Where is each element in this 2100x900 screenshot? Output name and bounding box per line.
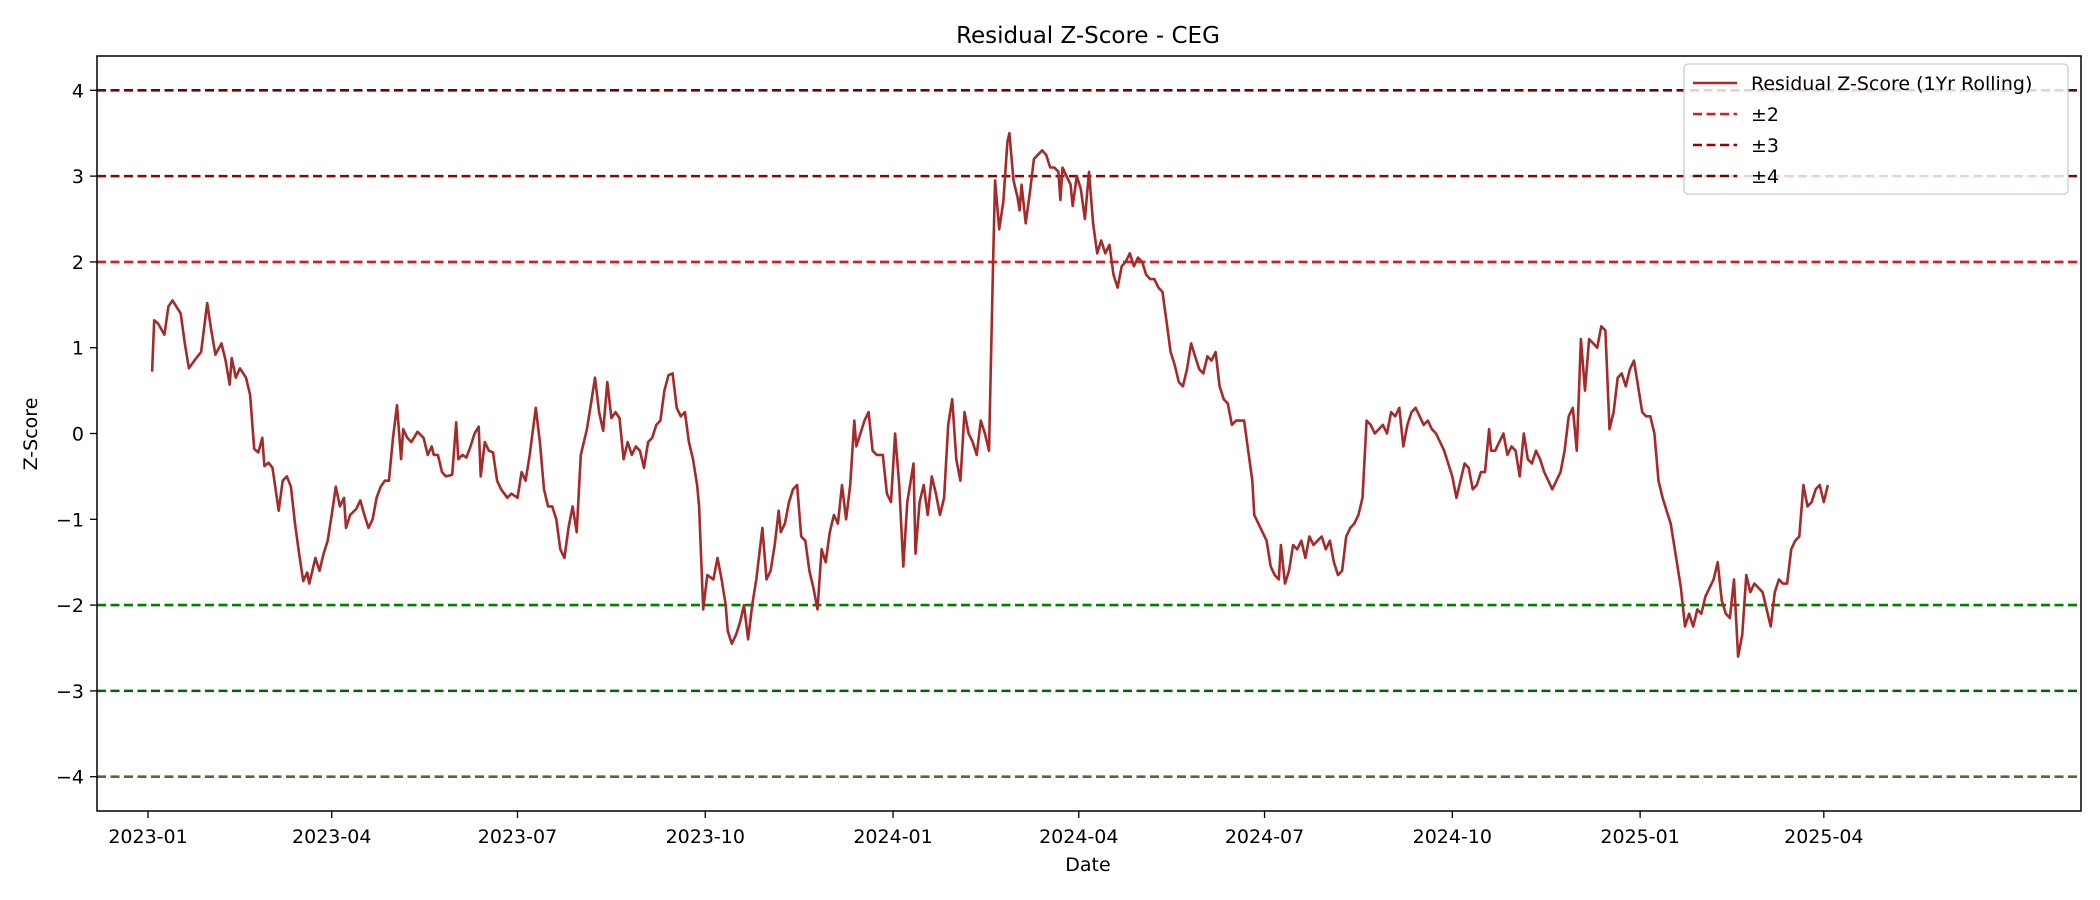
reference-lines — [97, 89, 2081, 778]
legend-box — [1683, 63, 2069, 195]
legend-label: ±2 — [1751, 104, 1779, 126]
x-tick-label: 2023-10 — [666, 826, 745, 848]
x-tick-label: 2024-01 — [853, 826, 932, 848]
legend-label: ±3 — [1751, 135, 1779, 157]
y-tick-label: 3 — [72, 166, 84, 188]
x-tick-label: 2024-07 — [1225, 826, 1304, 848]
y-tick-label: −1 — [56, 509, 84, 531]
chart-title: Residual Z-Score - CEG — [956, 23, 1220, 49]
x-tick-label: 2024-10 — [1413, 826, 1492, 848]
y-tick-label: −4 — [56, 767, 84, 789]
y-tick-label: 1 — [72, 338, 84, 360]
x-axis-label: Date — [1065, 854, 1110, 876]
y-tick-label: −3 — [56, 681, 84, 703]
y-tick-label: 2 — [72, 252, 84, 274]
legend: Residual Z-Score (1Yr Rolling) ±2 ±3 ±4 — [1683, 63, 2069, 195]
x-tick-label: 2025-01 — [1600, 826, 1679, 848]
y-tick-label: −2 — [56, 595, 84, 617]
x-tick-label: 2023-01 — [108, 826, 187, 848]
x-tick-label: 2025-04 — [1784, 826, 1863, 848]
legend-label: Residual Z-Score (1Yr Rolling) — [1751, 73, 2032, 95]
y-tick-label: 4 — [72, 80, 84, 102]
x-axis: 2023-01 2023-04 2023-07 2023-10 2024-01 2024-… — [108, 811, 1864, 848]
y-tick-label: 0 — [72, 424, 84, 446]
series-line — [150, 131, 1830, 658]
legend-label: ±4 — [1751, 166, 1779, 188]
x-tick-label: 2024-04 — [1039, 826, 1118, 848]
x-tick-label: 2023-07 — [478, 826, 557, 848]
x-tick-label: 2023-04 — [292, 826, 371, 848]
series-layer — [150, 131, 1830, 658]
y-axis: 4 3 2 1 0 −1 −2 −3 −4 — [56, 80, 97, 789]
y-axis-label: Z-Score — [20, 398, 42, 471]
